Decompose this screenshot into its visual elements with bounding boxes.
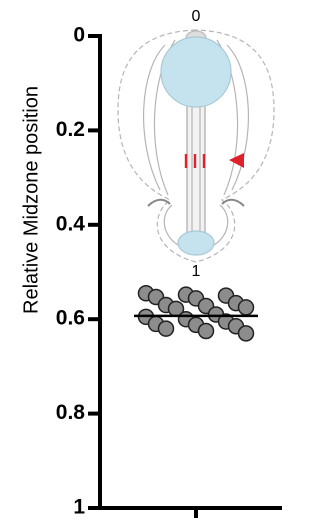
y-tick-label: 0.6 bbox=[56, 307, 85, 330]
data-point bbox=[159, 321, 174, 336]
y-tick-label: 1 bbox=[73, 496, 85, 519]
chart: 0 1 Relative Midzone position 0 0.2 0.4 0.6… bbox=[0, 0, 286, 521]
page: {"chart_data": {"type": "dotplot", "y_la… bbox=[0, 0, 320, 521]
y-tick-label: 0.8 bbox=[56, 401, 86, 424]
cell-diagram bbox=[118, 30, 274, 262]
data-point bbox=[239, 300, 254, 315]
annotation: 0 bbox=[192, 8, 201, 25]
y-tick-label: 0.2 bbox=[56, 118, 85, 141]
y-tick-label: 0 bbox=[73, 24, 85, 47]
y-axis-label: Relative Midzone position bbox=[20, 86, 42, 314]
data-point bbox=[199, 324, 214, 339]
annotation: 1 bbox=[192, 263, 201, 280]
y-tick-label: 0.4 bbox=[56, 212, 86, 235]
data-point bbox=[239, 326, 254, 341]
